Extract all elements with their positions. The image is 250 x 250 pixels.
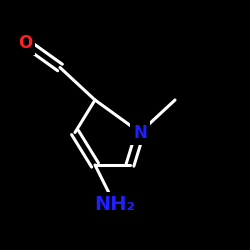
Text: NH₂: NH₂ [94, 196, 136, 214]
Text: O: O [18, 34, 32, 52]
Text: N: N [133, 124, 147, 142]
